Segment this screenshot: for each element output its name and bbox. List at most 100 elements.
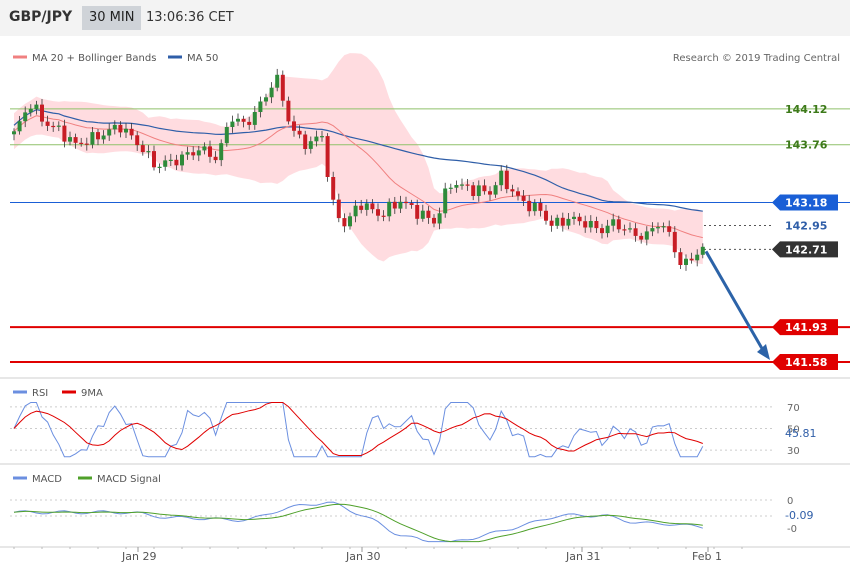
- candle-body: [342, 218, 347, 227]
- candle-body: [292, 121, 296, 131]
- candle-body: [241, 118, 246, 122]
- candle-body: [493, 185, 498, 195]
- candle-body: [23, 112, 28, 122]
- candle-body: [79, 142, 84, 144]
- candle-body: [62, 125, 67, 142]
- candle-body: [68, 137, 72, 142]
- macd-panel: 0 -0 -0.09: [10, 496, 813, 543]
- candle-body: [398, 201, 403, 209]
- ma50-line: [13, 109, 703, 212]
- time-tick-label: Jan 30: [345, 550, 380, 563]
- macd-signal-line: [13, 503, 703, 543]
- candle-body: [392, 201, 397, 209]
- candle-body: [661, 226, 666, 228]
- candle-body: [437, 213, 442, 224]
- candle-body: [236, 118, 240, 122]
- candle-body: [611, 219, 616, 226]
- chart-canvas: MA 20 + Bollinger Bands MA 50 Research ©…: [0, 53, 850, 563]
- candle-body: [280, 74, 285, 101]
- price-legend: MA 20 + Bollinger Bands MA 50 Research ©…: [13, 53, 840, 64]
- candle-body: [185, 152, 190, 155]
- candle-body: [667, 226, 672, 232]
- candle-body: [45, 121, 50, 126]
- candle-body: [359, 205, 364, 210]
- candle-body: [639, 235, 644, 240]
- candle-body: [555, 217, 560, 226]
- candle-body: [308, 141, 313, 149]
- candle-body: [353, 205, 358, 217]
- candle-body: [247, 121, 252, 125]
- candle-body: [297, 130, 302, 135]
- candle-body: [448, 187, 453, 189]
- candle-body: [516, 191, 520, 196]
- candle-body: [443, 188, 448, 214]
- candle-body: [695, 254, 700, 261]
- candle-body: [336, 199, 341, 219]
- candle-body: [224, 127, 229, 144]
- candle-body: [415, 205, 420, 219]
- macd-legend-label: MACD: [32, 474, 62, 485]
- candle-body: [112, 124, 117, 130]
- level-label: 143.76: [785, 139, 828, 152]
- candle-body: [84, 143, 89, 145]
- candle-body: [73, 137, 78, 143]
- candle-body: [129, 128, 134, 136]
- candle-body: [605, 225, 610, 234]
- candle-body: [538, 203, 543, 211]
- candle-body: [118, 124, 123, 133]
- candle-body: [252, 112, 257, 125]
- candle-body: [17, 121, 22, 132]
- candle-body: [370, 203, 375, 210]
- candle-body: [90, 132, 95, 145]
- level-tag-141.93: [772, 319, 838, 336]
- candle-body: [101, 135, 106, 140]
- candle-body: [258, 101, 263, 112]
- candle-body: [672, 231, 677, 253]
- bollinger-legend-label: MA 20 + Bollinger Bands: [32, 53, 156, 64]
- candle-body: [230, 121, 235, 127]
- candle-body: [146, 151, 151, 153]
- time-tick-label: Jan 31: [565, 550, 600, 563]
- candle-body: [544, 210, 548, 221]
- rsi-legend-label: RSI: [32, 388, 48, 399]
- candle-body: [560, 217, 565, 226]
- timeframe-button[interactable]: 30 MIN: [82, 6, 142, 30]
- candle-body: [12, 131, 16, 135]
- candle-body: [40, 104, 44, 122]
- candle-body: [202, 146, 207, 151]
- macd-current-value: -0.09: [785, 509, 813, 522]
- candle-body: [600, 228, 604, 234]
- level-label: 141.93: [785, 321, 827, 334]
- level-tag-143.18: [772, 194, 838, 211]
- candle-body: [684, 258, 688, 265]
- candle-body: [404, 201, 408, 204]
- candle-body: [269, 87, 274, 98]
- symbol-label: GBP/JPY: [9, 9, 73, 25]
- time-axis: Jan 29 Jan 30 Jan 31 Feb 1: [13, 547, 743, 563]
- candle-body: [588, 221, 593, 228]
- candle-body: [140, 145, 145, 153]
- candle-body: [465, 184, 470, 186]
- candle-body: [432, 217, 436, 224]
- candle-body: [34, 104, 39, 109]
- candle-body: [152, 151, 156, 168]
- candle-body: [376, 209, 380, 216]
- candle-body: [303, 134, 308, 149]
- candle-body: [628, 228, 632, 230]
- candle-body: [196, 150, 201, 156]
- candle-body: [521, 195, 526, 201]
- candle-body: [320, 136, 324, 138]
- candle-body: [286, 100, 291, 122]
- level-label: 142.95: [785, 219, 827, 232]
- candle-body: [135, 135, 140, 146]
- candle-body: [476, 185, 481, 196]
- time-tick-label: Jan 29: [121, 550, 156, 563]
- candle-body: [678, 252, 683, 265]
- bollinger-band-area: [14, 53, 703, 265]
- level-tag-142.71: [772, 241, 838, 258]
- chart-header: GBP/JPY 30 MIN 13:06:36 CET: [0, 0, 850, 36]
- candle-body: [364, 203, 369, 210]
- rsi-tick-label: 50: [787, 425, 800, 436]
- candle-body: [700, 246, 705, 255]
- candle-body: [409, 203, 414, 205]
